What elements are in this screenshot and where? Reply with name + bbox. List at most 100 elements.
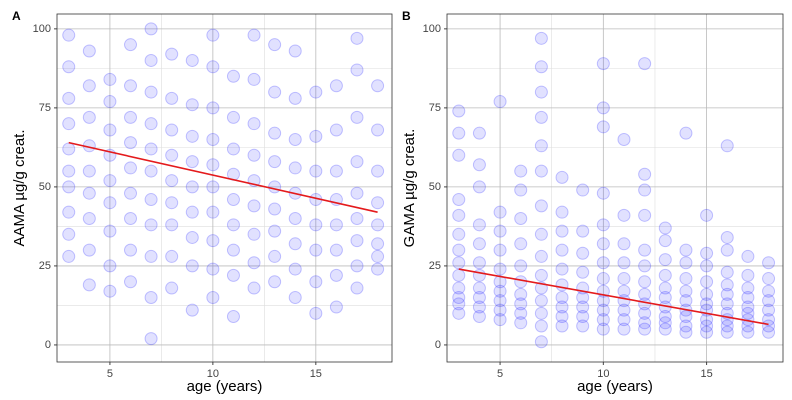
point bbox=[514, 259, 528, 273]
x-tick-label: 10 bbox=[207, 368, 219, 380]
point bbox=[62, 249, 76, 263]
point bbox=[268, 249, 282, 263]
point bbox=[226, 218, 240, 232]
point bbox=[555, 319, 569, 333]
point bbox=[679, 272, 693, 286]
point bbox=[576, 265, 590, 279]
point bbox=[700, 325, 714, 339]
point bbox=[638, 208, 652, 222]
point bbox=[638, 243, 652, 257]
point bbox=[288, 132, 302, 146]
point bbox=[124, 136, 138, 150]
x-axis-label: age (years) bbox=[187, 378, 263, 395]
point bbox=[247, 72, 261, 86]
point bbox=[762, 319, 776, 333]
point bbox=[329, 268, 343, 282]
point bbox=[638, 275, 652, 289]
point bbox=[165, 196, 179, 210]
point bbox=[638, 167, 652, 181]
point bbox=[103, 174, 117, 188]
x-tick-label: 15 bbox=[310, 368, 322, 380]
point bbox=[534, 199, 548, 213]
point bbox=[596, 120, 610, 134]
plot-frame bbox=[56, 13, 393, 363]
y-tick-label: 0 bbox=[45, 339, 51, 351]
point bbox=[534, 164, 548, 178]
point bbox=[144, 291, 158, 305]
point bbox=[103, 196, 117, 210]
point bbox=[350, 31, 364, 45]
point bbox=[124, 212, 138, 226]
point bbox=[329, 218, 343, 232]
point bbox=[555, 300, 569, 314]
point bbox=[226, 69, 240, 83]
point bbox=[555, 224, 569, 238]
point bbox=[165, 218, 179, 232]
point bbox=[762, 303, 776, 317]
point bbox=[247, 227, 261, 241]
point bbox=[472, 281, 486, 295]
point bbox=[206, 291, 220, 305]
point bbox=[350, 63, 364, 77]
point bbox=[371, 196, 385, 210]
point bbox=[472, 218, 486, 232]
point bbox=[82, 44, 96, 58]
point bbox=[452, 148, 466, 162]
point bbox=[658, 253, 672, 267]
point bbox=[720, 319, 734, 333]
point bbox=[371, 218, 385, 232]
point bbox=[452, 297, 466, 311]
point bbox=[82, 79, 96, 93]
point bbox=[144, 218, 158, 232]
point bbox=[638, 287, 652, 301]
y-tick-label: 50 bbox=[429, 181, 441, 193]
point bbox=[124, 186, 138, 200]
point bbox=[596, 272, 610, 286]
plot-frame bbox=[446, 13, 784, 363]
point bbox=[185, 155, 199, 169]
point bbox=[576, 246, 590, 260]
point bbox=[103, 224, 117, 238]
point bbox=[596, 322, 610, 336]
point bbox=[762, 284, 776, 298]
y-tick-label: 75 bbox=[429, 102, 441, 114]
point bbox=[472, 237, 486, 251]
point bbox=[617, 303, 631, 317]
point bbox=[534, 85, 548, 99]
point bbox=[206, 158, 220, 172]
point bbox=[720, 243, 734, 257]
point bbox=[514, 297, 528, 311]
point bbox=[658, 322, 672, 336]
point bbox=[62, 142, 76, 156]
point bbox=[350, 155, 364, 169]
point bbox=[247, 28, 261, 42]
point bbox=[288, 44, 302, 58]
point bbox=[165, 123, 179, 137]
point bbox=[596, 256, 610, 270]
point bbox=[124, 110, 138, 124]
y-tick-label: 50 bbox=[39, 181, 51, 193]
plot-background bbox=[447, 14, 783, 362]
point bbox=[720, 265, 734, 279]
point bbox=[288, 212, 302, 226]
point bbox=[144, 193, 158, 207]
point bbox=[596, 303, 610, 317]
point bbox=[329, 123, 343, 137]
y-axis-label: AAMA µg/g creat. bbox=[11, 129, 28, 246]
point bbox=[288, 91, 302, 105]
y-tick-label: 75 bbox=[39, 102, 51, 114]
point bbox=[62, 28, 76, 42]
point bbox=[82, 212, 96, 226]
point bbox=[472, 291, 486, 305]
point bbox=[762, 272, 776, 286]
point bbox=[472, 126, 486, 140]
point bbox=[596, 313, 610, 327]
point bbox=[638, 316, 652, 330]
point bbox=[658, 316, 672, 330]
point bbox=[514, 237, 528, 251]
point bbox=[472, 158, 486, 172]
point bbox=[268, 126, 282, 140]
point bbox=[226, 243, 240, 257]
point bbox=[371, 262, 385, 276]
